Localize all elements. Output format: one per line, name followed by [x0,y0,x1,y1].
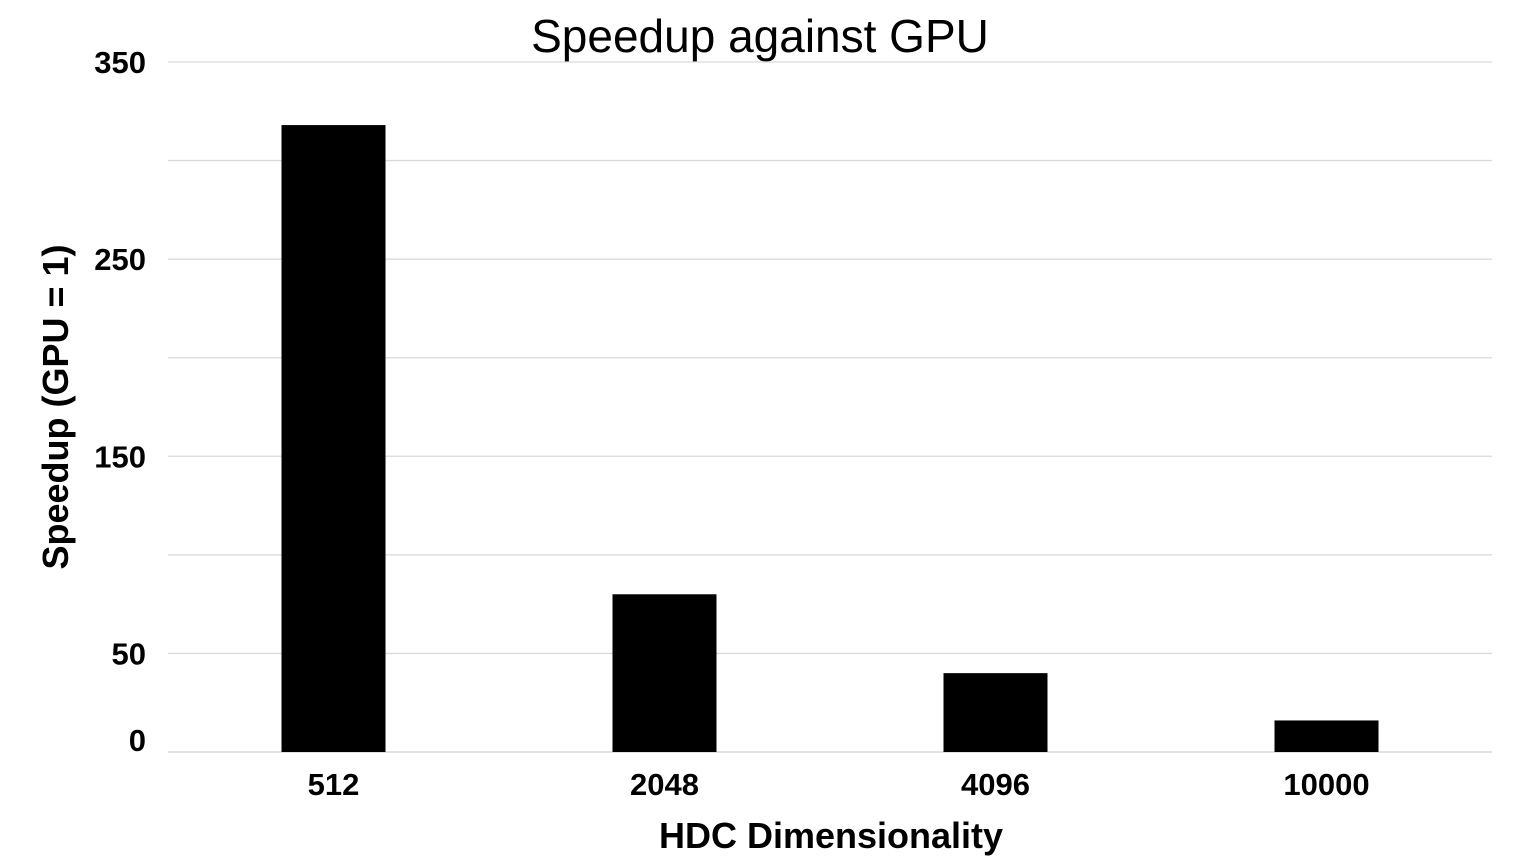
x-tick-label: 2048 [630,767,699,802]
bar-2048 [612,594,717,752]
y-axis-ticks: 0 50 150 250 350 [94,45,146,758]
bar-512 [281,125,386,753]
gridlines [168,61,1492,753]
x-axis-title: HDC Dimensionality [659,815,1003,856]
bar-10000 [1274,720,1379,752]
bar-4096 [943,673,1048,752]
chart-title: Speedup against GPU [531,10,989,62]
bars [281,125,1379,753]
y-tick-label: 50 [112,636,146,671]
y-tick-label: 350 [94,45,146,80]
y-tick-label: 250 [94,242,146,277]
y-tick-label: 150 [94,439,146,474]
x-tick-label: 512 [308,767,360,802]
x-axis-ticks: 512 2048 4096 10000 [308,767,1370,802]
y-tick-label: 0 [129,723,146,758]
x-tick-label: 10000 [1283,767,1369,802]
x-tick-label: 4096 [961,767,1030,802]
y-axis-title: Speedup (GPU = 1) [35,244,76,569]
